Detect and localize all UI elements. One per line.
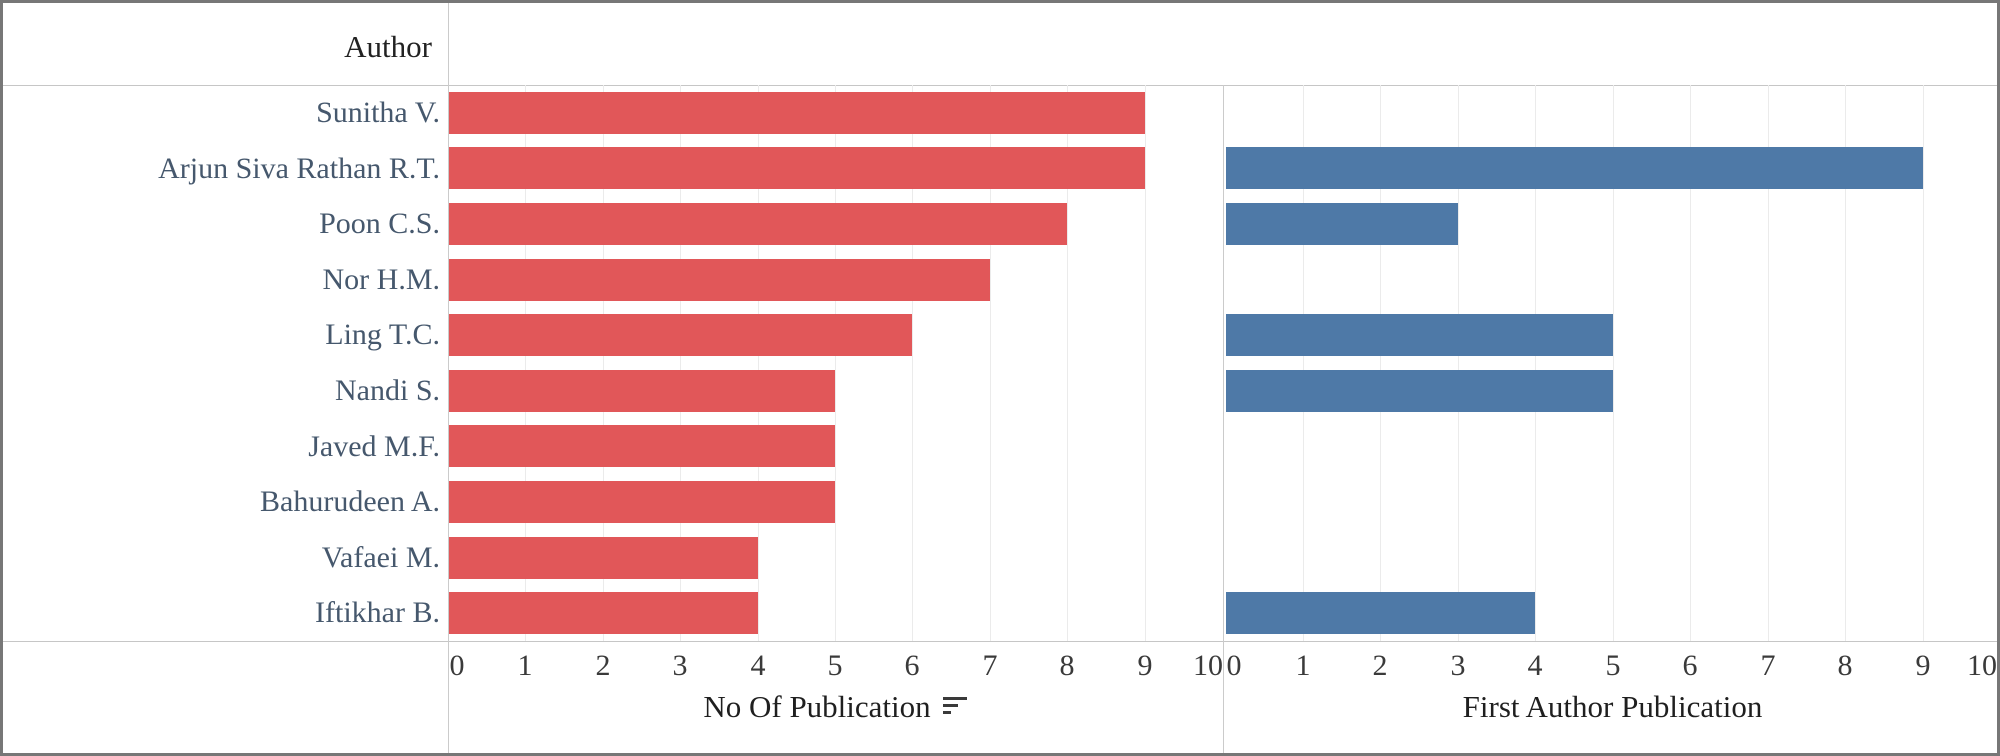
author-label: Poon C.S. — [319, 207, 440, 240]
x-axis-title-left: No Of Publication — [448, 689, 1222, 735]
x-tick-label: 1 — [517, 649, 533, 682]
bar[interactable] — [1226, 314, 1613, 356]
gridline — [680, 85, 681, 641]
bar[interactable] — [449, 425, 835, 467]
x-tick-label: 9 — [1915, 649, 1931, 682]
label-column-divider — [448, 3, 449, 753]
x-tick-label: 6 — [1682, 649, 1698, 682]
x-tick-label: 10 — [1193, 649, 1223, 682]
x-axis-line — [3, 641, 1997, 642]
gridline — [758, 85, 759, 641]
gridline — [1845, 85, 1846, 641]
bar[interactable] — [449, 370, 835, 412]
author-label: Ling T.C. — [325, 318, 440, 351]
bar[interactable] — [449, 481, 835, 523]
gridline — [603, 85, 604, 641]
gridline — [1067, 85, 1068, 641]
author-label: Sunitha V. — [316, 96, 440, 129]
x-tick-label: 6 — [904, 649, 920, 682]
gridline — [1768, 85, 1769, 641]
bar[interactable] — [1226, 592, 1535, 634]
x-tick-label: 0 — [449, 649, 465, 682]
x-tick-label: 5 — [1605, 649, 1621, 682]
bar[interactable] — [449, 259, 990, 301]
x-tick-label: 3 — [672, 649, 688, 682]
x-tick-label: 2 — [1372, 649, 1388, 682]
x-axis-title-right-text: First Author Publication — [1462, 689, 1763, 724]
bar[interactable] — [449, 537, 758, 579]
gridline — [1923, 85, 1924, 641]
gridline — [1690, 85, 1691, 641]
header-separator — [3, 85, 1997, 86]
gridline — [1458, 85, 1459, 641]
bar[interactable] — [449, 314, 912, 356]
x-axis-title-left-text: No Of Publication — [703, 689, 931, 724]
author-label: Nor H.M. — [322, 263, 441, 296]
gridline — [525, 85, 526, 641]
x-tick-label: 8 — [1059, 649, 1075, 682]
bar[interactable] — [1226, 203, 1458, 245]
gridline — [1303, 85, 1304, 641]
x-tick-label: 1 — [1295, 649, 1311, 682]
bar[interactable] — [449, 203, 1067, 245]
x-axis-title-right: First Author Publication — [1225, 689, 1997, 735]
x-tick-label: 0 — [1226, 649, 1242, 682]
author-label: Nandi S. — [335, 374, 440, 407]
x-tick-label: 3 — [1450, 649, 1466, 682]
x-tick-label: 5 — [827, 649, 843, 682]
author-column-header: Author — [344, 29, 432, 64]
author-label: Bahurudeen A. — [260, 485, 440, 518]
x-tick-label: 2 — [595, 649, 611, 682]
panel-divider — [1223, 85, 1224, 753]
gridline — [912, 85, 913, 641]
x-tick-label: 9 — [1137, 649, 1153, 682]
author-label: Iftikhar B. — [315, 596, 440, 629]
x-tick-label: 8 — [1837, 649, 1853, 682]
gridline — [1613, 85, 1614, 641]
bar[interactable] — [1226, 370, 1613, 412]
x-tick-label: 10 — [1967, 649, 1997, 682]
x-tick-label: 7 — [982, 649, 998, 682]
author-label: Vafaei M. — [321, 541, 440, 574]
bar[interactable] — [449, 147, 1145, 189]
x-tick-label: 7 — [1760, 649, 1776, 682]
gridline — [1380, 85, 1381, 641]
gridline — [990, 85, 991, 641]
gridline — [835, 85, 836, 641]
bar[interactable] — [1226, 147, 1923, 189]
bar[interactable] — [449, 92, 1145, 134]
sort-descending-icon[interactable] — [942, 697, 967, 714]
x-tick-label: 4 — [1527, 649, 1543, 682]
author-label: Arjun Siva Rathan R.T. — [158, 152, 440, 185]
x-tick-label: 4 — [750, 649, 766, 682]
gridline — [1535, 85, 1536, 641]
author-label: Javed M.F. — [308, 430, 440, 463]
gridline — [1145, 85, 1146, 641]
bar[interactable] — [449, 592, 758, 634]
